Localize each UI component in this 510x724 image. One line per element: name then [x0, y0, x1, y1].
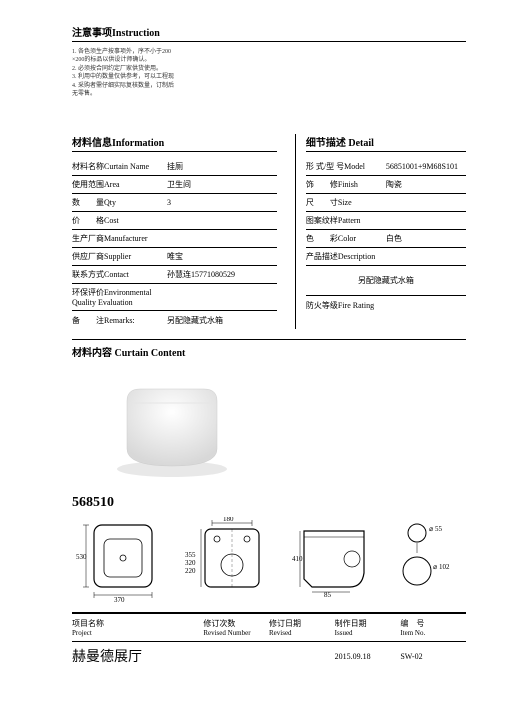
info-label: 环保评价Environmental Quality Evaluation — [72, 287, 167, 307]
diagram-front: 530 370 — [72, 517, 167, 602]
detail-row: 色 彩Color白色 — [306, 230, 466, 248]
svg-text:180: 180 — [223, 517, 234, 523]
info-row: 联系方式Contact孙慧连15771080529 — [72, 266, 277, 284]
detail-row: 尺 寸Size — [306, 194, 466, 212]
detail-label: 尺 寸Size — [306, 197, 386, 208]
info-row: 价 格Cost — [72, 212, 277, 230]
footer-col: 修订日期Revised — [269, 618, 335, 637]
detail-value: 另配隐藏式水箱 — [306, 275, 466, 286]
footer-col-en: Project — [72, 629, 203, 637]
instr-line: 2. 必须按合同约定厂家供货使用。 — [72, 65, 212, 73]
svg-text:370: 370 — [114, 596, 125, 602]
technical-diagrams: 530 370 180 355 320 220 — [72, 517, 466, 602]
product-image — [102, 371, 242, 481]
footer-col: 编 号Item No. — [400, 618, 466, 637]
info-label: 价 格Cost — [72, 215, 167, 226]
detail-section-title: 细节描述 Detail — [306, 134, 466, 152]
instr-line: 1. 各色须生产按事项外，序不小于200 — [72, 48, 212, 56]
info-label: 联系方式Contact — [72, 269, 167, 280]
item-no: SW-02 — [400, 652, 466, 661]
instr-line: 无零售。 — [72, 90, 212, 98]
instr-line: 4. 采购者需仔细实际复核数量，订制后 — [72, 82, 212, 90]
info-value: 唯宝 — [167, 251, 277, 262]
detail-row: 形 式/型 号Model56851001+9M68S101 — [306, 158, 466, 176]
footer-col-cn: 修订次数 — [203, 618, 269, 629]
footer-col-cn: 修订日期 — [269, 618, 335, 629]
detail-label: 色 彩Color — [306, 233, 386, 244]
info-value: 卫生间 — [167, 179, 277, 190]
footer-col: 修订次数Revised Number — [203, 618, 269, 637]
detail-row: 图案纹样Pattern — [306, 212, 466, 230]
info-label: 生产厂商Manufacturer — [72, 233, 167, 244]
info-value: 挂厕 — [167, 161, 277, 172]
detail-value: 陶瓷 — [386, 179, 466, 190]
footer-col: 项目名称Project — [72, 618, 203, 637]
project-name: 赫曼德展厅 — [72, 646, 203, 666]
info-table: 材料名称Curtain Name挂厕 使用范围Area卫生间 数 量Qty3 价… — [72, 158, 277, 329]
detail-table: 形 式/型 号Model56851001+9M68S101 饰 修Finish陶… — [306, 158, 466, 314]
model-number: 568510 — [72, 495, 466, 511]
info-value: 3 — [167, 198, 277, 207]
detail-label: 图案纹样Pattern — [306, 215, 386, 226]
footer-col-cn: 制作日期 — [335, 618, 401, 629]
footer-col-en: Issued — [335, 629, 401, 637]
info-label: 使用范围Area — [72, 179, 167, 190]
svg-text:410: 410 — [292, 555, 303, 563]
footer-col-cn: 项目名称 — [72, 618, 203, 629]
content-title: 材料内容 Curtain Content — [72, 344, 466, 359]
footer-col-cn: 编 号 — [400, 618, 466, 629]
diagram-pipes: ⌀ 55 ⌀ 102 — [397, 517, 457, 602]
footer-col-en: Item No. — [400, 629, 466, 637]
diagram-side: 410 85 — [292, 517, 387, 602]
svg-text:355: 355 — [185, 551, 196, 559]
detail-label: 防火等级Fire Rating — [306, 300, 406, 311]
detail-label: 形 式/型 号Model — [306, 161, 386, 172]
diagram-top: 180 355 320 220 — [177, 517, 282, 602]
footer-col: 制作日期Issued — [335, 618, 401, 637]
svg-text:220: 220 — [185, 567, 196, 575]
info-row: 供应厂商Supplier唯宝 — [72, 248, 277, 266]
detail-value: 白色 — [386, 233, 466, 244]
instr-line: 3. 利用中的数量仅供参考，可以工程现 — [72, 73, 212, 81]
issued-date: 2015.09.18 — [335, 652, 401, 661]
instruction-title: 注意事项Instruction — [72, 24, 466, 42]
instruction-block: 1. 各色须生产按事项外，序不小于200 ×200的标品以供设计师确认。 2. … — [72, 48, 212, 98]
svg-text:⌀ 102: ⌀ 102 — [433, 563, 450, 571]
info-label: 材料名称Curtain Name — [72, 161, 167, 172]
info-row: 备 注Remarks:另配隐藏式水箱 — [72, 311, 277, 329]
detail-row: 防火等级Fire Rating — [306, 296, 466, 314]
svg-text:⌀ 55: ⌀ 55 — [429, 525, 442, 533]
info-row: 数 量Qty3 — [72, 194, 277, 212]
footer-col-en: Revised — [269, 629, 335, 637]
footer: 项目名称Project 修订次数Revised Number 修订日期Revis… — [72, 612, 466, 666]
detail-label: 饰 修Finish — [306, 179, 386, 190]
detail-row: 产品描述Description — [306, 248, 466, 266]
detail-label: 产品描述Description — [306, 251, 386, 262]
info-value: 另配隐藏式水箱 — [167, 315, 277, 326]
info-row: 环保评价Environmental Quality Evaluation — [72, 284, 277, 311]
detail-row: 饰 修Finish陶瓷 — [306, 176, 466, 194]
info-label: 备 注Remarks: — [72, 315, 167, 326]
footer-col-en: Revised Number — [203, 629, 269, 637]
info-label: 数 量Qty — [72, 197, 167, 208]
info-value: 孙慧连15771080529 — [167, 269, 277, 280]
info-row: 生产厂商Manufacturer — [72, 230, 277, 248]
info-row: 材料名称Curtain Name挂厕 — [72, 158, 277, 176]
info-section-title: 材料信息Information — [72, 134, 277, 152]
detail-value: 56851001+9M68S101 — [386, 162, 466, 171]
detail-row: 另配隐藏式水箱 — [306, 266, 466, 296]
instr-line: ×200的标品以供设计师确认。 — [72, 56, 212, 64]
info-row: 使用范围Area卫生间 — [72, 176, 277, 194]
svg-text:320: 320 — [185, 559, 196, 567]
svg-text:530: 530 — [76, 553, 87, 561]
info-label: 供应厂商Supplier — [72, 251, 167, 262]
